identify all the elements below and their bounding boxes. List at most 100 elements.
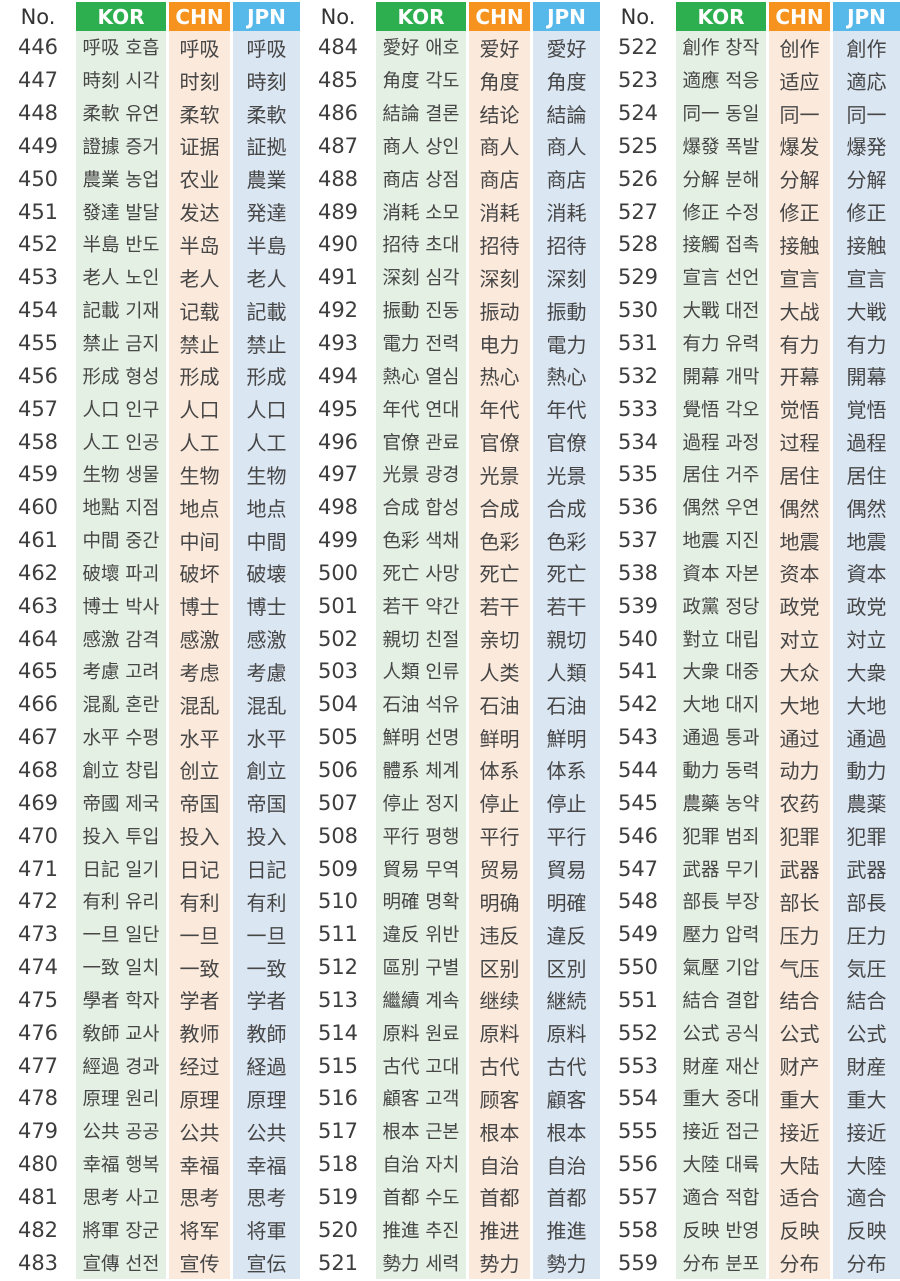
row-number: 543 bbox=[600, 720, 676, 754]
row-number: 465 bbox=[0, 655, 76, 688]
jpn-word: 経過 bbox=[230, 1049, 300, 1082]
jpn-word: 古代 bbox=[530, 1049, 600, 1082]
chn-word: 时刻 bbox=[166, 63, 230, 97]
table-header-row: No. KOR CHN JPN bbox=[0, 2, 300, 31]
kor-word: 招待 초대 bbox=[376, 228, 466, 261]
chn-word: 大众 bbox=[766, 655, 830, 688]
chn-word: 商人 bbox=[466, 129, 530, 163]
jpn-word: 対立 bbox=[830, 622, 900, 656]
chn-word: 原料 bbox=[466, 1016, 530, 1050]
table-row: 490 招待 초대 招待 招待 bbox=[300, 228, 600, 261]
kor-word: 合成 합성 bbox=[376, 490, 466, 524]
row-number: 492 bbox=[300, 293, 376, 327]
kor-word: 老人 노인 bbox=[76, 260, 166, 294]
jpn-word: 振動 bbox=[530, 293, 600, 327]
row-number: 508 bbox=[300, 819, 376, 853]
chn-word: 适应 bbox=[766, 63, 830, 97]
chn-word: 通过 bbox=[766, 720, 830, 754]
chn-word: 农药 bbox=[766, 786, 830, 820]
jpn-word: 大陸 bbox=[830, 1147, 900, 1181]
jpn-word: 分布 bbox=[830, 1246, 900, 1280]
chn-word: 接近 bbox=[766, 1114, 830, 1148]
row-number: 469 bbox=[0, 786, 76, 820]
chn-word: 记载 bbox=[166, 293, 230, 327]
kor-word: 過程 과정 bbox=[676, 425, 766, 458]
chn-word: 热心 bbox=[466, 359, 530, 393]
chn-word: 有利 bbox=[166, 884, 230, 918]
jpn-word: 接触 bbox=[830, 228, 900, 261]
jpn-word: 財産 bbox=[830, 1049, 900, 1082]
jpn-word: 公式 bbox=[830, 1016, 900, 1050]
jpn-word: 首都 bbox=[530, 1180, 600, 1214]
kor-word: 商店 상점 bbox=[376, 162, 466, 196]
row-number: 518 bbox=[300, 1147, 376, 1181]
column-header-jpn: JPN bbox=[230, 2, 300, 31]
jpn-word: 石油 bbox=[530, 687, 600, 721]
kor-word: 思考 사고 bbox=[76, 1180, 166, 1214]
kor-word: 地震 지진 bbox=[676, 523, 766, 557]
jpn-word: 部長 bbox=[830, 884, 900, 918]
jpn-word: 宣伝 bbox=[230, 1246, 300, 1280]
table-row: 532 開幕 개막 开幕 開幕 bbox=[600, 359, 900, 393]
row-number: 513 bbox=[300, 983, 376, 1017]
chn-word: 自治 bbox=[466, 1147, 530, 1181]
kor-word: 經過 경과 bbox=[76, 1049, 166, 1082]
chn-word: 柔软 bbox=[166, 96, 230, 130]
table-row: 470 投入 투입 投入 投入 bbox=[0, 819, 300, 853]
chn-word: 大地 bbox=[766, 687, 830, 721]
jpn-word: 原料 bbox=[530, 1016, 600, 1050]
table-row: 479 公共 공공 公共 公共 bbox=[0, 1114, 300, 1148]
table-row: 534 過程 과정 过程 過程 bbox=[600, 425, 900, 458]
table-row: 475 學者 학자 学者 学者 bbox=[0, 983, 300, 1017]
table-row: 464 感激 감격 感激 感激 bbox=[0, 622, 300, 656]
chn-word: 禁止 bbox=[166, 326, 230, 360]
row-number: 473 bbox=[0, 917, 76, 951]
kor-word: 農業 농업 bbox=[76, 162, 166, 196]
row-number: 475 bbox=[0, 983, 76, 1017]
chn-word: 呼吸 bbox=[166, 31, 230, 64]
column-header-no: No. bbox=[0, 2, 76, 31]
chn-word: 推进 bbox=[466, 1213, 530, 1247]
kor-word: 貿易 무역 bbox=[376, 852, 466, 885]
chn-word: 重大 bbox=[766, 1082, 830, 1115]
table-row: 522 創作 창작 创作 創作 bbox=[600, 31, 900, 64]
kor-word: 氣壓 기압 bbox=[676, 950, 766, 984]
chn-word: 电力 bbox=[466, 326, 530, 360]
row-number: 524 bbox=[600, 96, 676, 130]
kor-word: 創立 창립 bbox=[76, 753, 166, 787]
kor-word: 死亡 사망 bbox=[376, 556, 466, 590]
chn-word: 证据 bbox=[166, 129, 230, 163]
chn-word: 古代 bbox=[466, 1049, 530, 1082]
kor-word: 推進 추진 bbox=[376, 1213, 466, 1247]
chn-word: 开幕 bbox=[766, 359, 830, 393]
table-group-3: No. KOR CHN JPN 522 創作 창작 创作 創作 523 適應 적응 适应 適応… bbox=[600, 2, 900, 1281]
table-row: 466 混亂 혼란 混乱 混乱 bbox=[0, 687, 300, 721]
jpn-word: 勢力 bbox=[530, 1246, 600, 1280]
chn-word: 年代 bbox=[466, 392, 530, 426]
kor-word: 農藥 농약 bbox=[676, 786, 766, 820]
jpn-word: 生物 bbox=[230, 457, 300, 491]
row-number: 477 bbox=[0, 1049, 76, 1082]
table-row: 543 通過 통과 通过 通過 bbox=[600, 720, 900, 754]
chn-word: 人口 bbox=[166, 392, 230, 426]
kor-word: 一旦 일단 bbox=[76, 917, 166, 951]
table-row: 494 熱心 열심 热心 熱心 bbox=[300, 359, 600, 393]
jpn-word: 犯罪 bbox=[830, 819, 900, 853]
jpn-word: 農薬 bbox=[830, 786, 900, 820]
table-row: 549 壓力 압력 压力 圧力 bbox=[600, 917, 900, 951]
kor-word: 修正 수정 bbox=[676, 195, 766, 229]
kor-word: 古代 고대 bbox=[376, 1049, 466, 1082]
chn-word: 分布 bbox=[766, 1246, 830, 1280]
jpn-word: 修正 bbox=[830, 195, 900, 229]
table-row: 481 思考 사고 思考 思考 bbox=[0, 1180, 300, 1214]
table-row: 455 禁止 금지 禁止 禁止 bbox=[0, 326, 300, 360]
jpn-word: 混乱 bbox=[230, 687, 300, 721]
row-number: 551 bbox=[600, 983, 676, 1017]
row-number: 468 bbox=[0, 753, 76, 787]
table-row: 461 中間 중간 中间 中間 bbox=[0, 523, 300, 557]
kor-word: 日記 일기 bbox=[76, 852, 166, 885]
kor-word: 反映 반영 bbox=[676, 1213, 766, 1247]
row-number: 503 bbox=[300, 655, 376, 688]
row-number: 458 bbox=[0, 425, 76, 458]
table-row: 519 首都 수도 首都 首都 bbox=[300, 1180, 600, 1214]
